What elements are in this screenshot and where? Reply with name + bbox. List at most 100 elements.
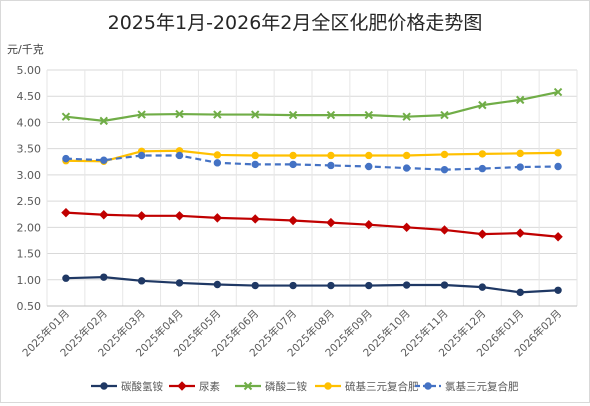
data-point	[516, 149, 524, 158]
data-point	[61, 112, 71, 121]
legend-item: 碳酸氢铵	[91, 380, 163, 393]
y-tick-label: 3.50	[17, 143, 42, 156]
data-point	[478, 150, 487, 158]
data-point	[289, 151, 297, 160]
series-line	[65, 90, 559, 122]
data-point	[213, 151, 222, 159]
data-point	[402, 164, 411, 172]
data-point	[478, 100, 487, 110]
data-point	[554, 149, 562, 157]
legend-label: 氯基三元复合肥	[445, 380, 519, 393]
data-point	[365, 151, 373, 160]
data-point	[554, 162, 562, 171]
x-axis-ticks: 2025年01月2025年02月2025年03月2025年04月2025年05月…	[20, 307, 565, 359]
data-point	[61, 207, 71, 218]
legend: 碳酸氢铵 尿素 磷酸二铵 硫基三元复合肥 氯基三元复合肥	[91, 380, 519, 393]
data-point	[478, 283, 487, 291]
y-tick-label: 1.50	[17, 248, 42, 261]
legend-marker	[324, 382, 332, 390]
y-tick-label: 4.00	[17, 116, 42, 129]
legend-item: 氯基三元复合肥	[415, 380, 519, 393]
data-point	[364, 110, 373, 120]
data-point	[402, 151, 411, 160]
data-point	[137, 151, 146, 160]
data-point	[175, 279, 184, 287]
series-line	[65, 154, 559, 171]
legend-item: 磷酸二铵	[235, 380, 307, 393]
data-point	[62, 274, 70, 282]
data-point	[326, 217, 336, 228]
data-point	[213, 110, 222, 119]
data-point	[251, 110, 260, 119]
data-point	[289, 281, 297, 290]
data-point	[289, 160, 297, 169]
data-point	[212, 213, 223, 223]
y-tick-label: 0.50	[17, 300, 42, 313]
series-2	[61, 207, 563, 242]
data-point	[440, 110, 449, 120]
data-point	[402, 281, 411, 289]
chart-title: 2025年1月-2026年2月全区化肥价格走势图	[108, 12, 483, 34]
data-point	[516, 95, 525, 105]
data-point	[100, 156, 108, 164]
series-line	[65, 149, 559, 163]
data-point	[553, 87, 563, 97]
data-point	[288, 110, 298, 120]
data-point	[554, 286, 562, 294]
data-point	[327, 161, 335, 170]
y-tick-label: 5.00	[17, 64, 42, 77]
data-point	[137, 110, 146, 119]
legend-marker	[100, 382, 108, 390]
data-point	[251, 281, 259, 290]
data-point	[553, 232, 563, 242]
data-point	[440, 281, 449, 289]
data-point	[515, 228, 525, 238]
data-point	[213, 159, 222, 167]
data-point	[100, 273, 108, 281]
legend-label: 硫基三元复合肥	[345, 380, 419, 393]
y-tick-label: 3.00	[17, 169, 42, 182]
data-point	[477, 229, 488, 239]
legend-label: 磷酸二铵	[265, 380, 307, 393]
data-point	[364, 220, 374, 230]
data-point	[213, 280, 222, 289]
data-point	[137, 277, 146, 285]
data-point	[440, 165, 449, 174]
data-point	[440, 150, 449, 159]
legend-marker	[424, 382, 432, 390]
data-point	[175, 109, 184, 119]
data-point	[62, 154, 70, 163]
data-point	[327, 151, 335, 160]
y-tick-label: 1.00	[17, 274, 42, 287]
series-line	[65, 276, 559, 294]
legend-marker	[177, 381, 187, 391]
data-point	[288, 215, 298, 226]
data-point	[401, 222, 412, 233]
series-1	[62, 273, 562, 297]
legend-label: 尿素	[199, 380, 220, 393]
data-point	[365, 162, 373, 171]
legend-label: 碳酸氢铵	[121, 380, 163, 393]
data-point	[251, 160, 259, 169]
data-point	[478, 164, 487, 173]
data-point	[516, 163, 524, 171]
series-line	[65, 211, 559, 238]
grid-lines	[46, 69, 578, 307]
data-point	[175, 151, 184, 160]
data-point	[516, 288, 524, 297]
data-point	[439, 225, 450, 235]
y-axis-ticks: 0.50 1.00 1.50 2.00 2.50 3.00 3.50 4.00 4.50 5.00	[17, 64, 42, 313]
y-tick-label: 2.00	[17, 221, 42, 234]
series-lines	[61, 87, 563, 297]
data-point	[136, 211, 147, 221]
data-point	[250, 214, 260, 224]
series-5	[62, 151, 562, 174]
data-point	[99, 210, 109, 220]
data-point	[99, 116, 108, 126]
y-tick-label: 2.50	[17, 195, 42, 208]
data-point	[174, 211, 185, 221]
data-point	[251, 151, 259, 160]
data-point	[365, 281, 373, 290]
